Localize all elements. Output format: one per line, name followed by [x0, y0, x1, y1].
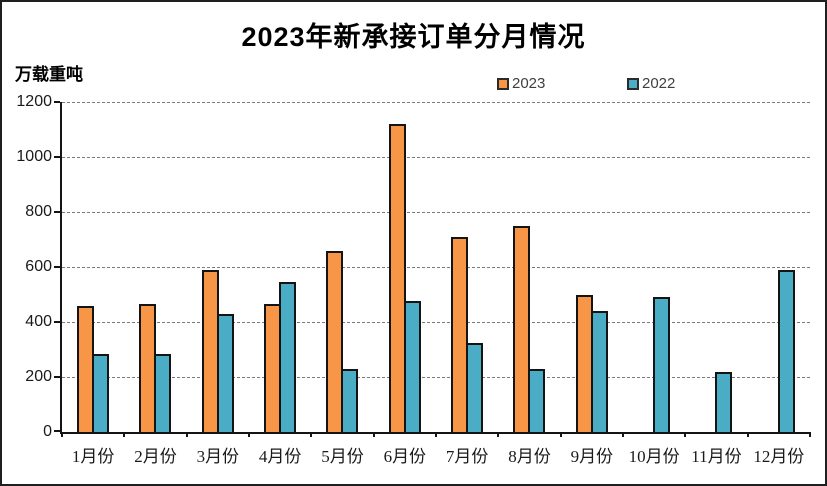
bar-2022-6月份 [403, 301, 421, 432]
y-axis-tick [54, 266, 60, 268]
gridline-600 [62, 267, 810, 268]
gridline-1000 [62, 157, 810, 158]
y-tick-label-400: 400 [25, 313, 52, 330]
plot-area [54, 101, 811, 437]
y-axis-unit-label: 万载重吨 [15, 65, 83, 84]
bar-2023-8月份 [513, 225, 531, 432]
x-tick-label-3月份: 3月份 [196, 447, 240, 466]
x-axis-tick [746, 432, 749, 437]
bar-group-month-2 [124, 102, 186, 432]
x-tick-label-11月份: 11月份 [691, 447, 742, 466]
x-axis-tick [61, 432, 63, 437]
gridline-400 [62, 322, 810, 323]
y-axis-labels: 0 200 400 600 800 1000 1200 [2, 93, 52, 440]
bar-group-month-7 [436, 102, 498, 432]
x-axis-tick [497, 432, 500, 437]
gridline-1200 [62, 102, 810, 103]
y-axis-tick [54, 430, 60, 432]
legend-swatch-2022-icon [627, 77, 639, 90]
y-axis-tick [54, 321, 60, 323]
x-tick-label-5月份: 5月份 [321, 447, 364, 466]
bar-2022-9月份 [590, 311, 608, 432]
y-tick-label-600: 600 [25, 258, 52, 275]
bar-2022-5月份 [341, 368, 359, 432]
x-axis-tick [185, 432, 188, 437]
bar-2023-7月份 [451, 236, 469, 432]
bar-2022-4月份 [279, 282, 297, 432]
x-axis-tick [809, 432, 811, 437]
legend-label-2022: 2022 [642, 75, 676, 92]
y-axis-tick [54, 211, 60, 213]
y-tick-label-1000: 1000 [16, 148, 52, 165]
x-tick-label-1月份: 1月份 [71, 447, 115, 466]
x-tick-label-9月份: 9月份 [570, 447, 614, 466]
x-tick-label-8月份: 8月份 [508, 447, 551, 466]
x-axis-tick [622, 432, 624, 437]
x-axis-tick [123, 432, 126, 437]
x-tick-label-2月份: 2月份 [134, 447, 177, 466]
bar-2022-12月份 [777, 269, 795, 432]
y-tick-label-1200: 1200 [16, 93, 52, 110]
bar-group-month-12 [748, 102, 810, 432]
x-axis-tick [435, 432, 437, 437]
bar-2023-6月份 [388, 124, 406, 432]
x-tick-label-12月份: 12月份 [753, 447, 805, 466]
bar-2023-5月份 [326, 250, 344, 432]
y-axis-tick [54, 101, 60, 103]
y-tick-label-800: 800 [25, 203, 52, 220]
bar-2022-10月份 [653, 297, 671, 432]
x-axis-tick [310, 432, 313, 437]
bar-group-month-4 [249, 102, 311, 432]
chart-title: 2023年新承接订单分月情况 [241, 22, 586, 52]
bar-2022-11月份 [715, 371, 733, 432]
gridline-800 [62, 212, 810, 213]
x-tick-label-7月份: 7月份 [445, 447, 489, 466]
bar-2022-2月份 [154, 353, 172, 432]
bar-group-month-3 [187, 102, 249, 432]
legend-item-2023: 2023 [497, 75, 545, 92]
bar-2022-8月份 [528, 368, 546, 432]
bar-group-month-9 [561, 102, 623, 432]
bar-group-month-6 [374, 102, 436, 432]
y-axis-tick [54, 376, 60, 378]
x-axis-tick [559, 432, 562, 437]
x-axis-tick [684, 432, 687, 437]
bar-group-month-8 [498, 102, 560, 432]
bar-2022-1月份 [92, 353, 110, 432]
legend-swatch-2023-icon [497, 77, 509, 90]
bar-group-month-11 [685, 102, 747, 432]
legend-item-2022: 2022 [627, 75, 675, 92]
y-tick-label-200: 200 [25, 368, 52, 385]
y-axis-tick [54, 156, 60, 158]
bar-2022-3月份 [216, 313, 234, 432]
gridline-200 [62, 377, 810, 378]
x-tick-label-4月份: 4月份 [258, 447, 302, 466]
x-axis-labels: 1月份 2月份 3月份 4月份 5月份 6月份 7月份 8月份 9月份 10月份 11月份 12月份 [62, 442, 810, 466]
bar-group-month-5 [311, 102, 373, 432]
bar-group-month-1 [62, 102, 124, 432]
x-axis-tick [248, 432, 250, 437]
bar-2022-7月份 [466, 342, 484, 432]
bar-group-month-10 [623, 102, 685, 432]
x-axis-tick [372, 432, 375, 437]
x-tick-label-10月份: 10月份 [628, 447, 680, 466]
y-tick-label-0: 0 [43, 423, 52, 440]
x-tick-label-6月份: 6月份 [383, 447, 427, 466]
legend-label-2023: 2023 [512, 75, 546, 92]
